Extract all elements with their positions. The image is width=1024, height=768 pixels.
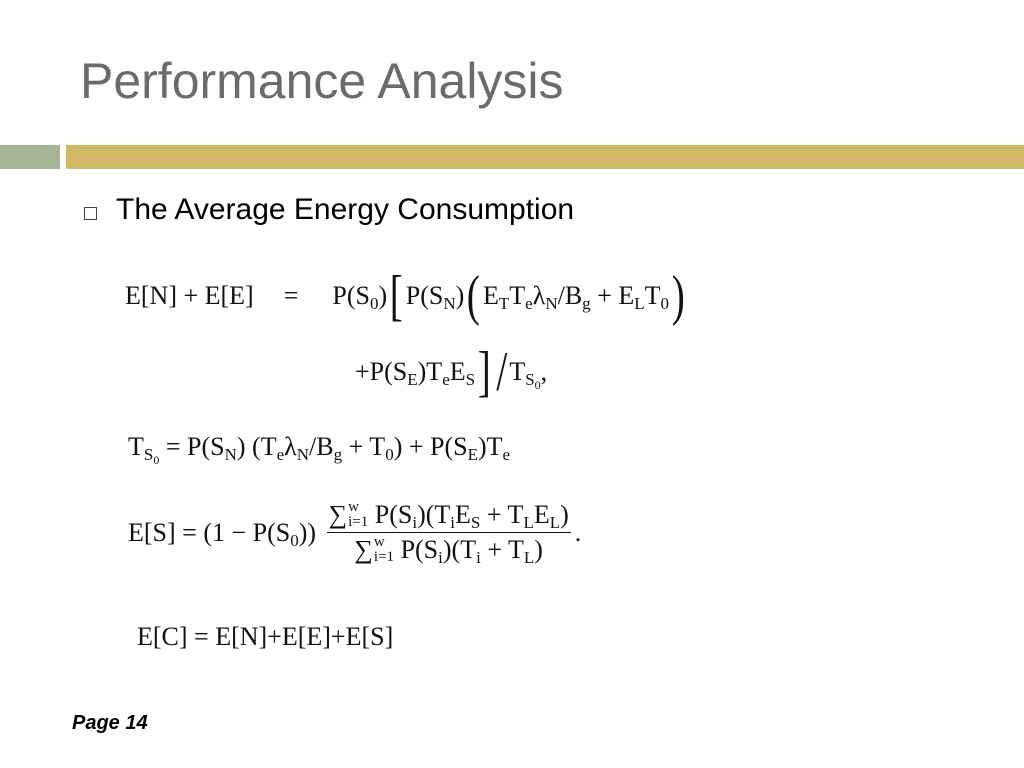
math-symbol: P(S [394, 535, 439, 564]
math-symbol: E[N] + E[E] [125, 281, 254, 310]
upper-limit: w [373, 534, 385, 550]
math-symbol: e [442, 370, 450, 389]
math-symbol: ] [477, 341, 491, 403]
math-symbol: P(S [332, 281, 370, 310]
math-symbol: T [509, 281, 526, 310]
math-symbol: + E [590, 281, 635, 310]
math-symbol: [ [389, 265, 403, 327]
math-symbol: S [143, 445, 154, 464]
math-symbol: S [465, 370, 476, 389]
math-symbol: S [470, 513, 481, 532]
math-symbol: E [407, 370, 418, 389]
math-symbol: i [412, 513, 418, 532]
math-symbol: . [574, 517, 582, 547]
math-symbol: )T [477, 432, 503, 461]
math-symbol: ) (T [236, 432, 277, 461]
math-symbol: g [582, 294, 591, 313]
numerator: ∑ w i=1 P(S i)(T i E S + T L E L) [326, 500, 571, 533]
math-symbol: 0 [385, 445, 394, 464]
math-symbol: e [502, 445, 511, 464]
math-symbol: E[S] = (1 − P(S [128, 517, 291, 547]
math-symbol: + T [342, 432, 386, 461]
math-symbol: 0 [369, 294, 379, 313]
math-symbol: E [455, 500, 471, 529]
math-symbol: N [443, 294, 456, 313]
math-symbol: ( [467, 265, 481, 327]
math-symbol: ∑ [328, 500, 348, 529]
math-symbol: 0 [534, 377, 541, 392]
math-symbol: ) + P(S [393, 432, 468, 461]
math-symbol: i [476, 548, 481, 567]
math-symbol: N [545, 294, 558, 313]
math-symbol: +P(S [355, 357, 408, 386]
math-symbol: )(T [442, 535, 477, 564]
math-symbol: /B [309, 432, 334, 461]
math-symbol: N [224, 445, 237, 464]
math-symbol: e [276, 445, 285, 464]
math-symbol: E [467, 445, 478, 464]
math-symbol: E [533, 500, 550, 529]
math-symbol: ) [455, 281, 465, 310]
upper-limit: w [348, 499, 359, 515]
math-symbol: T [644, 281, 661, 310]
math-symbol: e [525, 294, 533, 313]
math-symbol: ) [671, 265, 685, 327]
math-symbol: , [540, 357, 548, 386]
math-symbol: /B [557, 281, 583, 310]
math-symbol: L [634, 294, 645, 313]
math-symbol: T [498, 294, 510, 313]
math-symbol: / [496, 341, 507, 403]
math-symbol: E [482, 281, 499, 310]
math-symbol: = P(S [159, 432, 225, 461]
math-symbol: i [450, 513, 455, 532]
math-symbol: P(S [405, 281, 444, 310]
math-symbol: + T [480, 535, 524, 564]
math-symbol: E[C] = E[N]+E[E]+E[S] [137, 622, 394, 651]
math-symbol: )T [417, 357, 443, 386]
page-number: Page 14 [72, 712, 148, 734]
math-symbol: S [525, 370, 535, 389]
fraction: ∑ w i=1 P(S i)(T i E S + T L E L) ∑ w i=1 P(S i)(T i +… [326, 500, 571, 568]
bullet-text: The Average Energy Consumption [116, 193, 575, 226]
math-symbol: L [523, 548, 535, 567]
accent-bar [66, 145, 1024, 169]
math-symbol: E [449, 357, 466, 386]
math-symbol: L [549, 513, 561, 532]
math-symbol: ) [534, 535, 543, 564]
math-symbol: )(T [417, 500, 451, 529]
math-symbol: ) [378, 281, 388, 310]
math-symbol: )) [298, 517, 323, 547]
denominator: ∑ w i=1 P(S i)(T i + T L) [352, 533, 545, 568]
math-symbol: g [333, 445, 343, 464]
math-symbol: = [283, 281, 299, 310]
math-symbol: T [509, 357, 526, 386]
math-symbol: T [128, 432, 144, 461]
equation-line: E[C] = E[N]+E[E]+E[S] [137, 622, 393, 652]
math-symbol: ) [560, 500, 569, 529]
math-symbol: N [296, 445, 310, 464]
sum-limits: w i=1 [348, 500, 368, 530]
equation-line: +P(S E)T e E S] / T S 0, [355, 344, 547, 400]
math-symbol: 0 [660, 294, 670, 313]
math-symbol: 0 [153, 452, 160, 467]
lower-limit: i=1 [348, 514, 369, 530]
math-symbol: λ [532, 281, 546, 310]
math-symbol: P(S [368, 500, 413, 529]
bullet-icon [84, 207, 97, 220]
slide-title: Performance Analysis [80, 53, 564, 109]
math-symbol: λ [284, 432, 297, 461]
math-symbol: ∑ [354, 535, 373, 564]
math-symbol: + T [480, 500, 524, 529]
math-symbol: 0 [290, 530, 299, 550]
accent-bar [0, 145, 60, 169]
math-symbol: L [523, 513, 534, 532]
lower-limit: i=1 [373, 549, 395, 565]
math-symbol: i [438, 548, 443, 567]
sum-limits: w i=1 [374, 535, 394, 565]
